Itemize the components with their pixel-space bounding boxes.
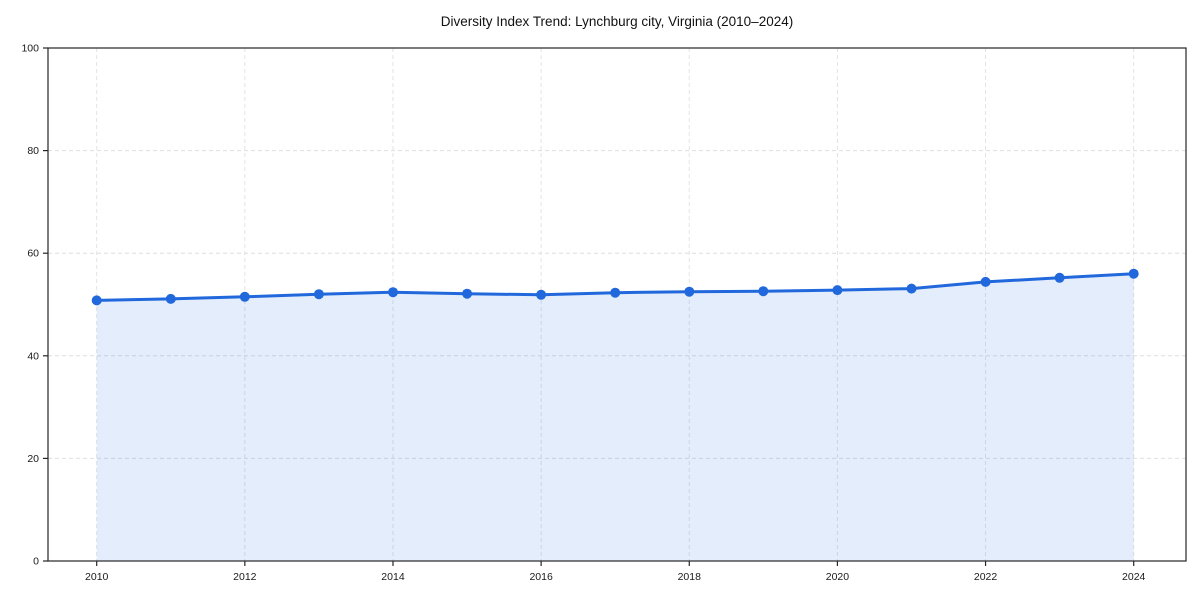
- x-tick-label: 2020: [826, 571, 850, 583]
- x-tick-label: 2022: [974, 571, 998, 583]
- data-point-2017: [610, 287, 621, 298]
- data-point-2013: [313, 289, 324, 300]
- data-point-2023: [1054, 272, 1065, 283]
- x-tick-label: 2016: [529, 571, 553, 583]
- x-tick-label: 2024: [1122, 571, 1146, 583]
- y-tick-label: 60: [27, 248, 39, 260]
- data-point-2016: [536, 289, 547, 300]
- data-point-2024: [1128, 268, 1139, 279]
- chart-title: Diversity Index Trend: Lynchburg city, V…: [440, 14, 794, 29]
- x-tick-label: 2014: [381, 571, 405, 583]
- data-point-2021: [906, 283, 917, 294]
- data-point-2011: [165, 293, 176, 304]
- x-tick-label: 2018: [678, 571, 702, 583]
- plot-border: [47, 47, 1187, 562]
- data-point-2020: [832, 285, 843, 296]
- data-point-2010: [91, 295, 102, 306]
- x-tick-label: 2012: [233, 571, 257, 583]
- y-tick-label: 100: [21, 43, 39, 55]
- y-tick-label: 0: [33, 556, 39, 568]
- data-point-2015: [462, 288, 473, 299]
- y-tick-label: 40: [27, 350, 39, 362]
- data-point-2012: [239, 291, 250, 302]
- data-point-2022: [980, 276, 991, 287]
- data-point-2014: [388, 287, 398, 298]
- y-tick-label: 20: [27, 453, 39, 465]
- data-point-2018: [684, 286, 695, 297]
- area-fill: [96, 273, 1134, 561]
- y-tick-label: 80: [27, 145, 39, 157]
- data-point-2019: [758, 286, 769, 297]
- x-tick-label: 2010: [85, 571, 109, 583]
